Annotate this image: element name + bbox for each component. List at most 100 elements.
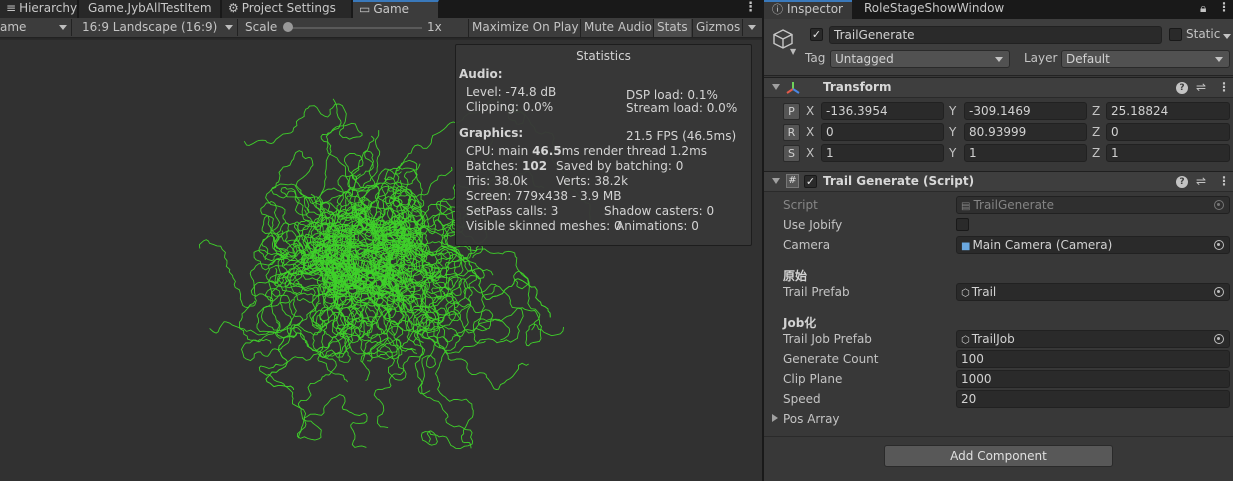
shadow-casters-readout: Shadow casters: 0 (604, 204, 715, 218)
tris-readout: Tris: 38.0k (466, 174, 528, 188)
gameobject-name-field[interactable]: TrailGenerate (829, 26, 1162, 44)
chevron-down-icon[interactable] (1223, 34, 1231, 39)
trail-line (351, 194, 422, 289)
statistics-overlay: Statistics Audio: Level: -74.8 dB Clippi… (455, 44, 752, 246)
help-icon[interactable]: ? (1176, 176, 1188, 188)
trail-job-prefab-label: Trail Job Prefab (783, 332, 872, 346)
speed-field[interactable]: 20 (956, 390, 1230, 408)
trail-line (338, 212, 388, 266)
position-z-field[interactable]: 25.18824 (1106, 102, 1230, 120)
trail-line (313, 221, 472, 299)
audio-header: Audio: (459, 67, 503, 81)
more-options-icon[interactable]: ⋮ (744, 0, 757, 15)
chevron-down-icon (225, 25, 233, 30)
trail-line (397, 238, 551, 318)
right-tab-bar: ⓘ Inspector RoleStageShowWindow 🔒︎ ⋮ (764, 0, 1233, 19)
axis-y-label: Y (949, 125, 957, 139)
trail-line (321, 191, 373, 251)
script-component-header[interactable]: # ✓ Trail Generate (Script) ? ⇌ ⋮ (764, 171, 1233, 192)
trail-line (375, 180, 429, 299)
trail-line (442, 292, 565, 347)
scale-reset-button[interactable]: S (783, 145, 800, 162)
rotation-y-field[interactable]: 80.93999 (964, 123, 1087, 141)
tag-dropdown[interactable]: Untagged (830, 50, 1010, 68)
gamepad-icon: ▭ (359, 2, 371, 16)
lock-icon[interactable]: 🔒︎ (1200, 1, 1207, 15)
layer-dropdown[interactable]: Default (1061, 50, 1230, 68)
stats-button[interactable]: Stats (653, 19, 691, 37)
transform-header[interactable]: Transform ? ⇌ ⋮ (764, 77, 1233, 98)
tab-inspector[interactable]: ⓘ Inspector (764, 0, 852, 19)
tab-project-settings[interactable]: ⚙ Project Settings (222, 0, 352, 18)
tab-game[interactable]: ▭ Game (353, 0, 439, 18)
trail-line (391, 243, 541, 331)
object-picker-icon[interactable] (1214, 240, 1224, 250)
trail-line (335, 233, 409, 363)
foldout-arrow-icon[interactable] (772, 414, 778, 422)
static-label: Static (1186, 27, 1221, 41)
scale-y-field[interactable]: 1 (964, 144, 1087, 162)
script-file-icon: ▤ (961, 201, 971, 212)
transform-title: Transform (823, 80, 892, 94)
scale-slider-handle[interactable] (283, 22, 293, 32)
object-picker-icon (1214, 200, 1224, 210)
script-icon: # (786, 174, 799, 188)
foldout-arrow-icon[interactable] (772, 178, 780, 184)
trail-line (360, 256, 487, 343)
rotation-z-field[interactable]: 0 (1106, 123, 1230, 141)
gameobject-active-checkbox[interactable]: ✓ (810, 28, 823, 41)
rotation-reset-button[interactable]: R (783, 124, 800, 141)
trail-line (198, 239, 372, 309)
more-options-icon[interactable]: ⋮ (1218, 0, 1230, 14)
clip-plane-field[interactable]: 1000 (956, 370, 1230, 388)
trail-job-prefab-field[interactable]: ⬡ TrailJob (956, 330, 1230, 348)
more-options-icon[interactable]: ⋮ (1218, 80, 1230, 94)
prefab-cube-icon: ⬡ (961, 335, 970, 346)
maximize-on-play-button[interactable]: Maximize On Play (468, 19, 582, 37)
graphics-header: Graphics: (459, 126, 524, 140)
trail-line (249, 241, 331, 339)
cpu-readout: CPU: main 46.5ms render thread 1.2ms (466, 144, 708, 158)
camera-field[interactable]: ■ Main Camera (Camera) (956, 236, 1230, 254)
foldout-arrow-icon[interactable] (772, 84, 780, 90)
position-y-field[interactable]: -309.1469 (964, 102, 1087, 120)
tab-hierarchy[interactable]: ≡ Hierarchy (0, 0, 78, 18)
tab-game-jyballtestitem[interactable]: Game.JybAllTestItem (79, 0, 221, 18)
generate-count-label: Generate Count (783, 352, 879, 366)
object-picker-icon[interactable] (1214, 334, 1224, 344)
presets-icon[interactable]: ⇌ (1196, 80, 1207, 94)
position-x-field[interactable]: -136.3954 (821, 102, 944, 120)
scale-z-field[interactable]: 1 (1106, 144, 1230, 162)
rotation-x-field[interactable]: 0 (821, 123, 944, 141)
chevron-down-icon (59, 25, 67, 30)
mute-audio-button[interactable]: Mute Audio (580, 19, 655, 37)
speed-label: Speed (783, 392, 821, 406)
scale-slider-track[interactable] (286, 27, 422, 29)
chevron-down-icon[interactable]: ▼ (790, 47, 797, 56)
script-label: Script (783, 198, 818, 212)
tab-rolestageshowwindow[interactable]: RoleStageShowWindow (864, 1, 1005, 15)
saved-by-batching: Saved by batching: 0 (556, 159, 684, 173)
position-reset-button[interactable]: P (783, 103, 800, 120)
help-icon[interactable]: ? (1176, 82, 1188, 94)
trail-prefab-field[interactable]: ⬡ Trail (956, 283, 1230, 301)
use-jobify-checkbox[interactable] (956, 218, 969, 231)
static-checkbox[interactable] (1169, 28, 1182, 41)
aspect-dropdown[interactable]: 16:9 Landscape (16:9) (79, 19, 238, 36)
trail-line (209, 282, 322, 336)
presets-icon[interactable]: ⇌ (1196, 174, 1207, 188)
scale-x-field[interactable]: 1 (821, 144, 944, 162)
gizmos-button[interactable]: Gizmos (692, 19, 743, 37)
more-options-icon[interactable]: ⋮ (1218, 174, 1230, 188)
gizmos-dropdown[interactable] (742, 19, 760, 36)
gameobject-cube-icon (773, 29, 793, 49)
component-enabled-checkbox[interactable]: ✓ (804, 175, 817, 188)
add-component-button[interactable]: Add Component (884, 445, 1113, 467)
generate-count-field[interactable]: 100 (956, 350, 1230, 368)
object-picker-icon[interactable] (1214, 287, 1224, 297)
display-dropdown[interactable]: ame (0, 19, 72, 36)
batches-readout: Batches: 102 (466, 159, 548, 173)
gear-icon: ⚙ (228, 1, 239, 15)
trail-line (261, 252, 358, 331)
section-original-header: 原始 (783, 269, 808, 283)
